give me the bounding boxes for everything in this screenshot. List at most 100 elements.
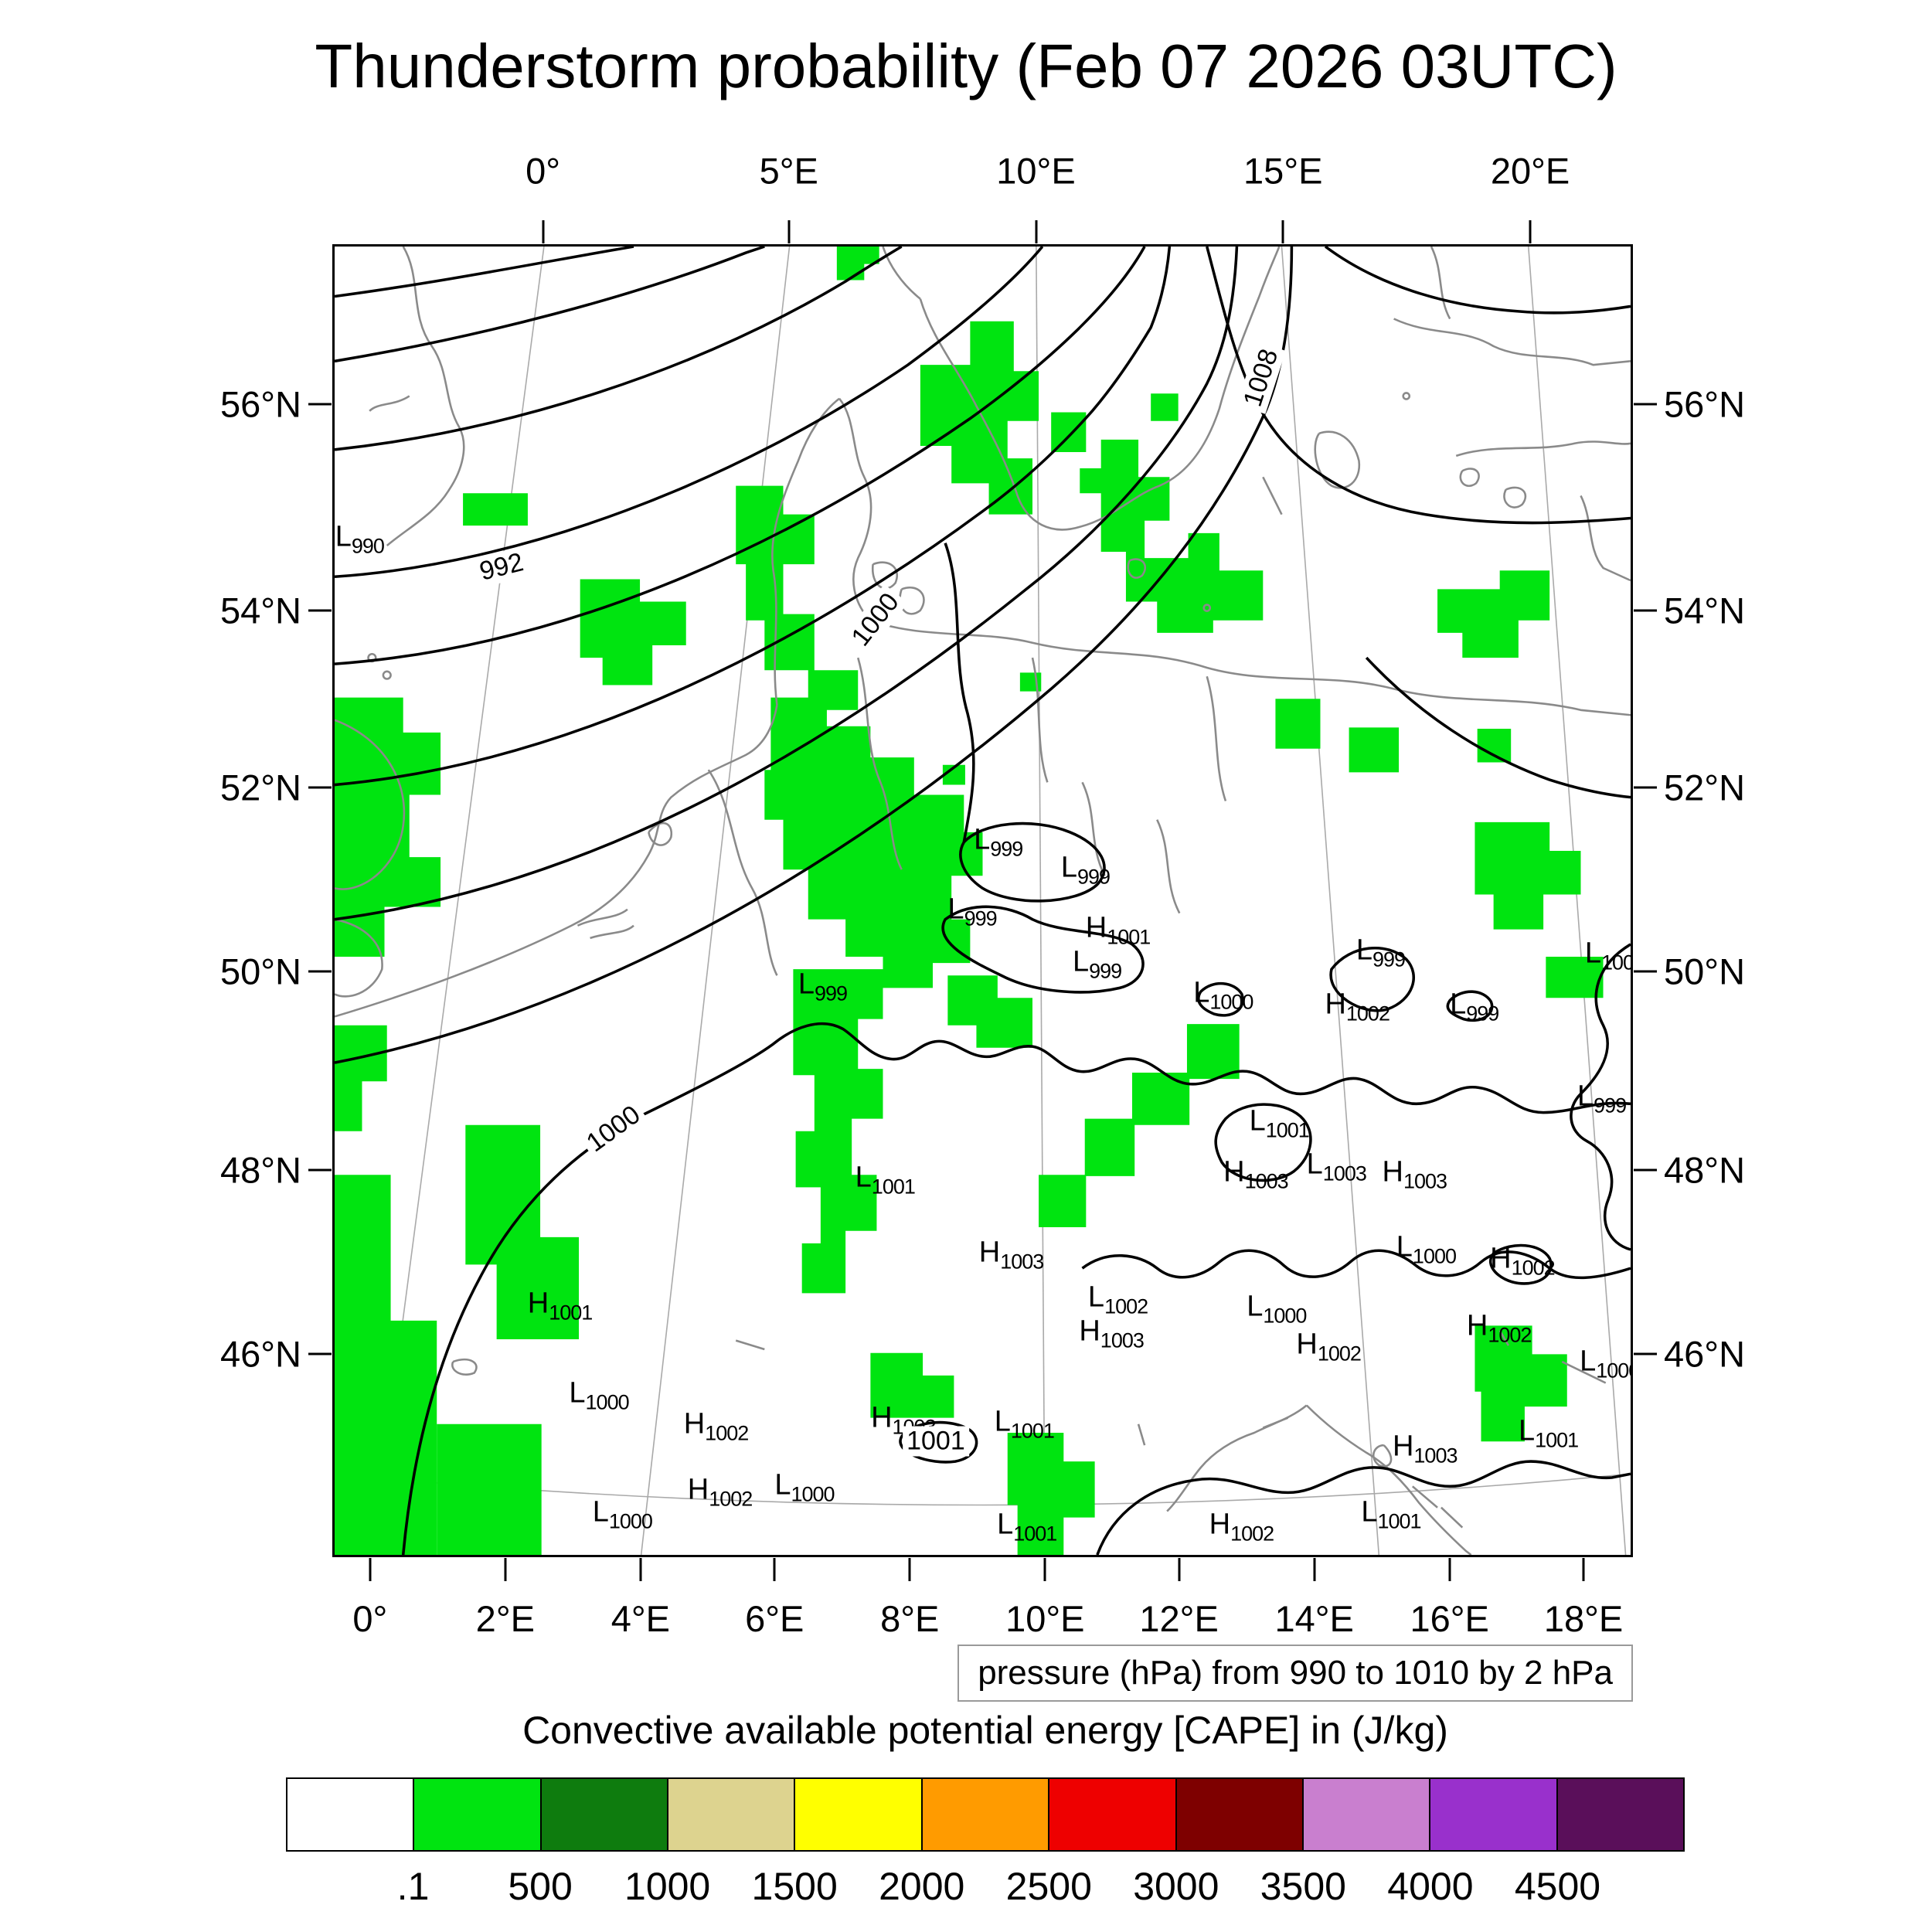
axis-tick	[787, 220, 791, 243]
axis-tick	[1582, 1558, 1585, 1581]
colorbar-cell	[920, 1779, 1049, 1850]
colorbar-tick-label: 2000	[879, 1865, 965, 1908]
axis-tick-label: 52°N	[219, 767, 301, 808]
coastline-layer	[335, 247, 1631, 1555]
axis-tick	[773, 1558, 776, 1581]
axis-tick	[308, 970, 332, 973]
axis-tick-label: 54°N	[1664, 590, 1746, 631]
pressure-caption: pressure (hPa) from 990 to 1010 by 2 hPa	[957, 1645, 1633, 1702]
axis-tick-label: 2°E	[475, 1598, 535, 1639]
axis-tick-label: 18°E	[1543, 1598, 1624, 1639]
map-label-overlay: L990 L999 L999 L999 H1001 L999 L999 L1000 L999 H1…	[332, 244, 1633, 1557]
axis-tick	[1281, 220, 1284, 243]
contour-label: 992	[472, 546, 530, 588]
axis-tick	[308, 1352, 332, 1355]
pressure-center-low: L1000	[1193, 975, 1253, 1013]
pressure-center-high: H1001	[1085, 911, 1151, 949]
colorbar-tick-label: 4000	[1387, 1865, 1474, 1908]
axis-tick-label: 46°N	[219, 1333, 301, 1375]
axis-tick	[1313, 1558, 1316, 1581]
pressure-center-high: H1003	[1079, 1315, 1145, 1352]
pressure-center-low: L1003	[1306, 1148, 1367, 1185]
axis-tick	[1634, 970, 1657, 973]
map-canvas	[335, 247, 1631, 1555]
pressure-center-low: L999	[1072, 945, 1122, 983]
pressure-center-low: L999	[974, 823, 1023, 861]
axis-tick-label: 20°E	[1490, 150, 1570, 192]
axis-tick	[1634, 403, 1657, 406]
axis-tick-label: 56°N	[219, 383, 301, 425]
pressure-center-low: L1001	[997, 1507, 1057, 1545]
axis-tick	[308, 786, 332, 789]
axis-tick-label: 4°E	[611, 1598, 671, 1639]
axis-tick	[1043, 1558, 1046, 1581]
axis-tick-label: 46°N	[1664, 1333, 1746, 1375]
axis-tick-label: 50°N	[1664, 951, 1746, 992]
axis-tick-label: 5°E	[759, 150, 818, 192]
pressure-center-low: L1000	[1396, 1230, 1457, 1268]
colorbar-tick-label: 3500	[1260, 1865, 1346, 1908]
axis-tick	[504, 1558, 507, 1581]
colorbar-tick-labels: .1 500 1000 1500 2000 2500 3000 3500 4000 4500	[286, 1864, 1685, 1918]
axis-tick-label: 54°N	[219, 590, 301, 631]
pressure-center-low: L999	[1577, 1079, 1627, 1117]
axis-tick-label: 50°N	[219, 951, 301, 992]
colorbar-cell	[794, 1779, 921, 1850]
axis-tick	[542, 220, 545, 243]
colorbar-tick-label: 1000	[624, 1865, 711, 1908]
pressure-center-low: L999	[947, 893, 997, 930]
colorbar-tick-label: .1	[396, 1865, 430, 1908]
pressure-center-low: L1001	[855, 1161, 916, 1199]
axis-tick-label: 16°E	[1410, 1598, 1489, 1639]
pressure-center-low: L999	[1450, 988, 1499, 1026]
axis-tick	[1178, 1558, 1181, 1581]
axis-tick	[639, 1558, 642, 1581]
pressure-center-high: H1003	[978, 1236, 1045, 1274]
axis-tick	[1634, 1168, 1657, 1172]
pressure-center-high: H1002	[1296, 1328, 1362, 1366]
pressure-center-high: H1002	[1325, 988, 1390, 1026]
colorbar-cell	[1301, 1779, 1430, 1850]
axis-tick-label: 48°N	[219, 1149, 301, 1191]
colorbar-title: Convective available potential energy [C…	[522, 1709, 1448, 1752]
pressure-center-low: L1000	[592, 1495, 653, 1533]
axis-tick	[1448, 1558, 1451, 1581]
axis-tick-label: 56°N	[1664, 383, 1746, 425]
colorbar-cell	[413, 1779, 540, 1850]
axis-tick-label: 0°	[526, 150, 561, 192]
axis-tick-label: 14°E	[1274, 1598, 1354, 1639]
pressure-center-high: H1002	[1466, 1309, 1532, 1347]
pressure-center-low: L1001	[1249, 1104, 1310, 1142]
pressure-center-high: H1002	[683, 1407, 750, 1445]
pressure-center-low: L1001	[994, 1405, 1055, 1443]
pressure-center-low: L1000	[1584, 936, 1633, 974]
pressure-center-low: L999	[1355, 934, 1406, 971]
axis-tick-label: 6°E	[745, 1598, 804, 1639]
pressure-center-high: H1003	[1223, 1155, 1289, 1193]
pressure-center-low: L1001	[1361, 1495, 1421, 1533]
axis-tick-label: 15°E	[1243, 150, 1323, 192]
axis-tick-label: 0°	[352, 1598, 388, 1639]
axis-tick	[308, 403, 332, 406]
colorbar-tick-label: 4500	[1514, 1865, 1601, 1908]
pressure-center-low: L1001	[1518, 1414, 1579, 1452]
pressure-center-low: L1000	[1247, 1289, 1307, 1327]
pressure-center-high: H1002	[1209, 1507, 1275, 1545]
axis-tick-label: 12°E	[1139, 1598, 1219, 1639]
pressure-center-low: L1000	[774, 1468, 835, 1505]
colorbar-cell	[1048, 1779, 1175, 1850]
axis-tick	[1634, 609, 1657, 612]
colorbar	[286, 1777, 1685, 1852]
pressure-center-high: H1003	[1382, 1155, 1447, 1193]
pressure-center-high: H1002	[1490, 1242, 1556, 1280]
pressure-contour-layer	[335, 247, 1631, 1555]
colorbar-cell	[1556, 1779, 1683, 1850]
colorbar-cell	[287, 1779, 413, 1850]
axis-tick	[1634, 1352, 1657, 1355]
axis-tick-label: 8°E	[880, 1598, 940, 1639]
pressure-center-high: H1001	[527, 1287, 594, 1325]
axis-tick-label: 10°E	[996, 150, 1076, 192]
axis-tick	[308, 1168, 332, 1172]
axis-tick	[1035, 220, 1037, 243]
